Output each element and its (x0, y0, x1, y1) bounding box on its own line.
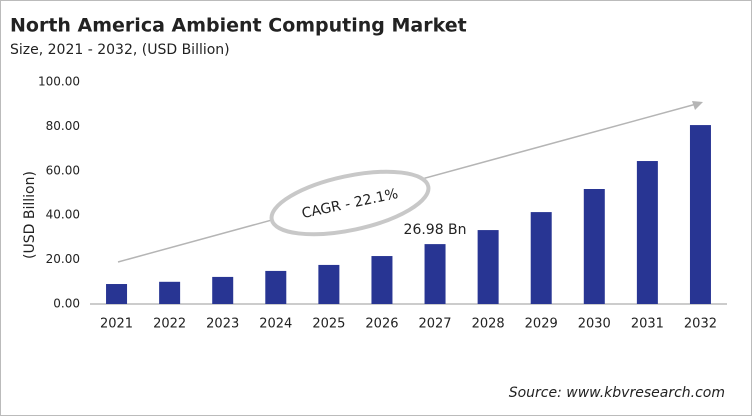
x-tick-label: 2023 (206, 317, 239, 332)
x-tick-label: 2028 (472, 317, 505, 332)
value-label: 26.98 Bn (404, 222, 467, 238)
x-tick-label: 2030 (578, 317, 611, 332)
x-tick-label: 2021 (100, 317, 133, 332)
x-tick-label: 2029 (525, 317, 558, 332)
bar (371, 256, 393, 304)
y-tick-label: 60.00 (46, 163, 80, 177)
x-tick-label: 2025 (312, 317, 345, 332)
x-tick-label: 2024 (259, 317, 292, 332)
bar (212, 276, 234, 304)
source: Source: www.kbvresearch.com (509, 385, 725, 401)
bar (159, 281, 181, 304)
y-tick-label: 100.00 (38, 75, 80, 89)
bar (265, 270, 287, 304)
x-tick-label: 2027 (418, 317, 451, 332)
chart-title: North America Ambient Computing Market (10, 15, 467, 37)
x-tick-label: 2026 (365, 317, 398, 332)
y-axis-label: (USD Billion) (22, 171, 38, 259)
bar (477, 230, 499, 304)
bar (106, 284, 128, 304)
chart-subtitle: Size, 2021 - 2032, (USD Billion) (10, 42, 230, 58)
bar (583, 189, 605, 304)
x-tick-label: 2032 (684, 317, 717, 332)
y-tick-label: 0.00 (53, 297, 80, 311)
cagr-ellipse (269, 169, 431, 237)
bar (424, 244, 446, 304)
bar (689, 125, 711, 305)
bar (318, 264, 340, 304)
x-tick-label: 2022 (153, 317, 186, 332)
y-tick-label: 40.00 (46, 208, 80, 222)
bar (636, 161, 658, 304)
y-tick-label: 20.00 (46, 252, 80, 266)
x-tick-label: 2031 (631, 317, 664, 332)
bar (530, 212, 552, 304)
arrow-head (692, 101, 703, 110)
y-tick-label: 80.00 (46, 119, 80, 133)
